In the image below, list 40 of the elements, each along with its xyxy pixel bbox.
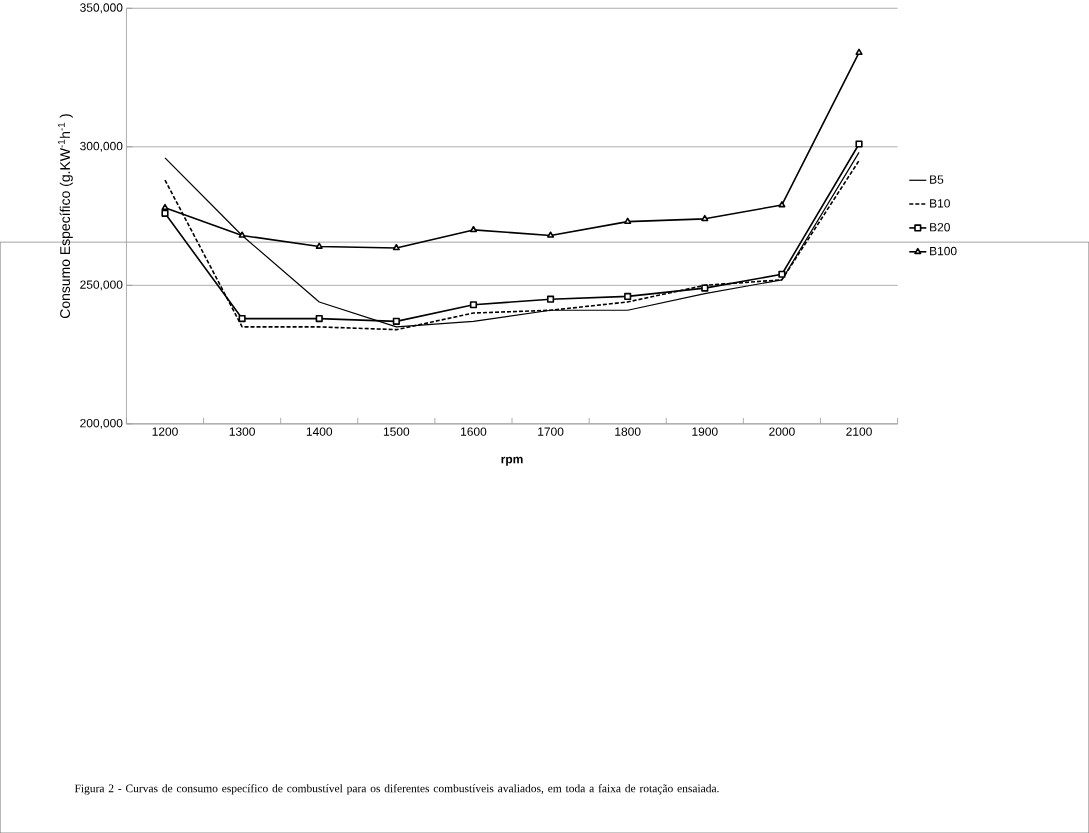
point [546,295,555,303]
y-axis-title: Consumo Específico (g.KW$^{-1}$h$^{-1}$ ) [57,114,73,319]
x-tick-label: 1400 [306,427,333,436]
x-tick-label: 1600 [461,427,487,436]
x-tick-label: 1800 [615,427,641,436]
point [315,242,323,249]
point [701,214,709,222]
point [778,270,786,278]
x-axis-title: rpm [501,456,523,466]
point [392,243,400,251]
legend-label: B5 [930,175,944,184]
legend-label: B20 [930,222,950,232]
point [701,284,709,292]
x-tick-label: 1300 [229,427,255,436]
point [624,292,632,300]
y-tick-label: 350,000 [80,3,123,14]
point [161,203,169,211]
point [238,314,246,323]
point [547,231,555,238]
x-tick-label: 1500 [383,427,410,436]
point [624,217,632,224]
point [315,314,323,323]
legend-label: B100 [930,246,957,256]
x-tick-label: 2000 [769,427,795,436]
y-tick-label: 250,000 [80,280,123,291]
point [161,209,169,217]
point [855,48,863,55]
point [469,301,478,309]
x-tick-label: 1200 [152,427,178,436]
point [855,140,863,148]
point [392,317,400,325]
legend-label: B10 [930,199,950,208]
point [469,225,478,233]
x-tick-label: 1700 [538,427,564,436]
x-tick-label: 1900 [692,427,718,436]
text: Figura 2 - Curvas de consumo específico de combustível para os diferentes combustíveis avaliados, em toda a faixa de rotação ensaiada. [74,784,719,795]
y-tick-label: 300,000 [80,141,123,152]
y-tick-label: 200,000 [80,418,123,429]
point [778,200,786,208]
x-tick-label: 2100 [846,427,872,436]
